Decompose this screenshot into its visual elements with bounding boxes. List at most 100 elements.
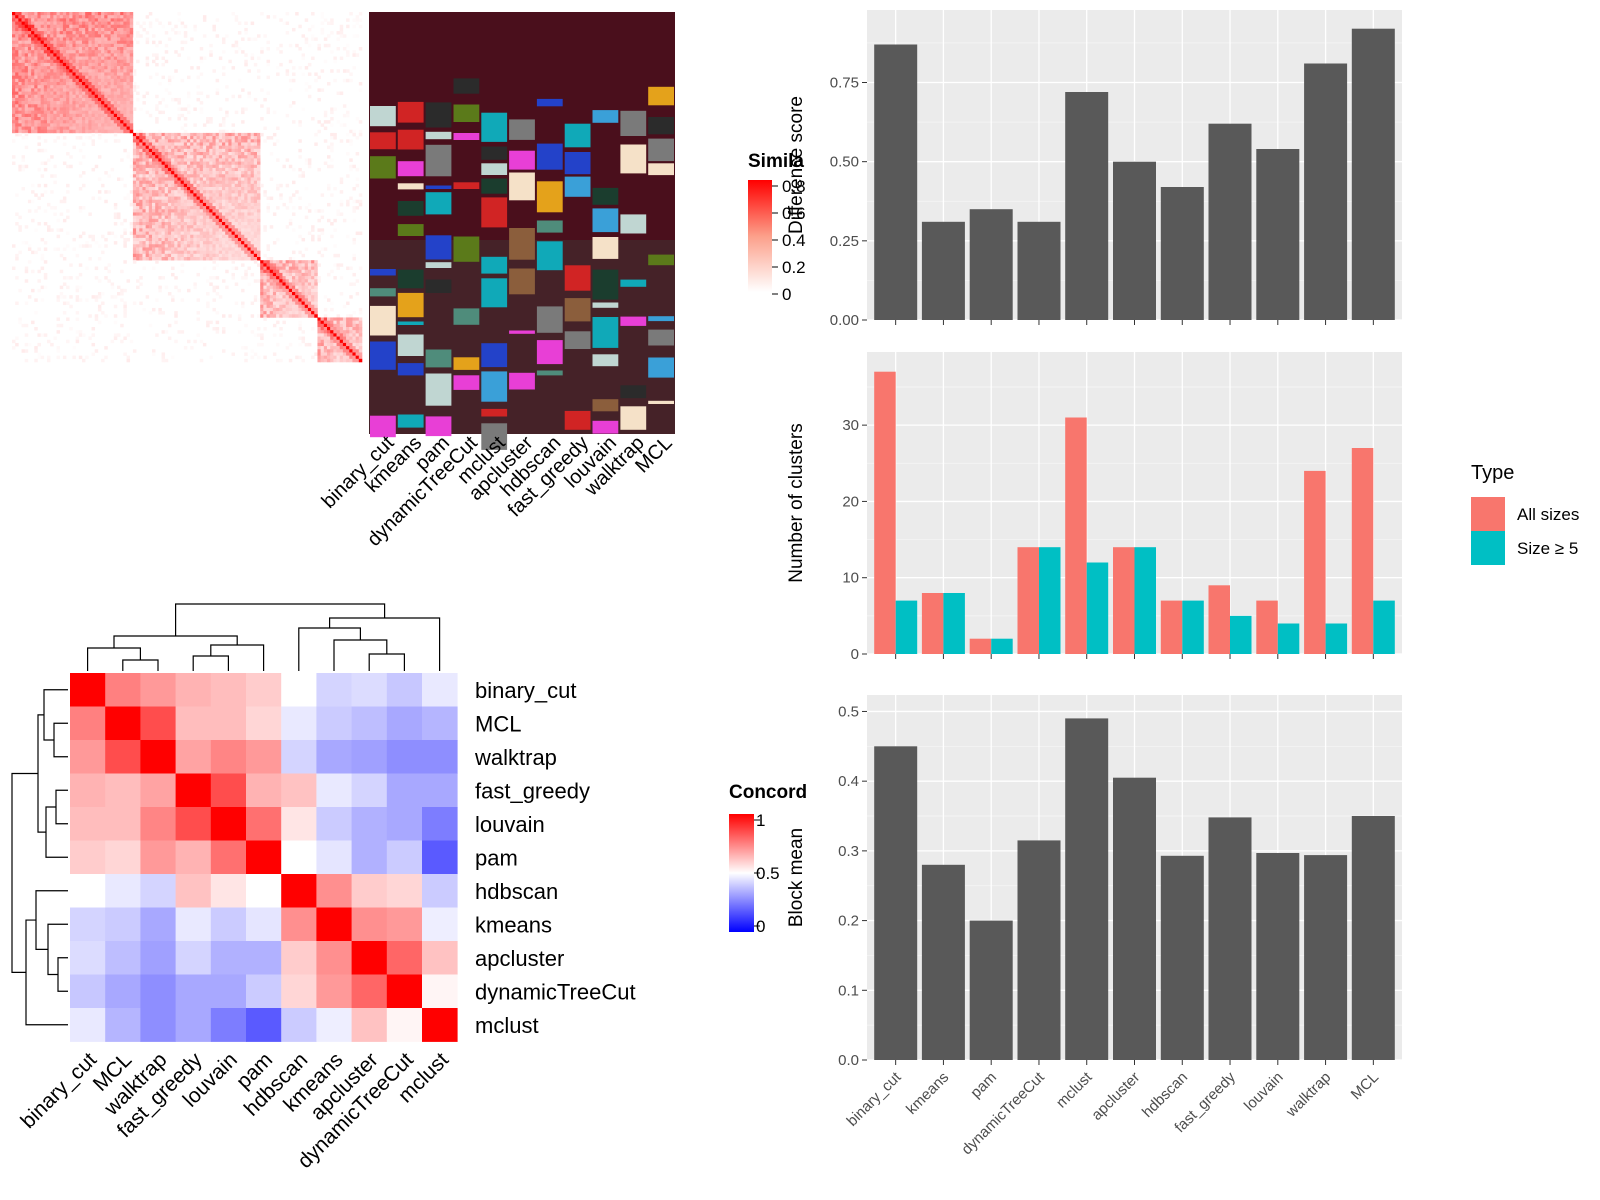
similarity-cell <box>31 24 35 29</box>
similarity-cell <box>164 237 169 242</box>
similarity-cell <box>311 295 315 299</box>
similarity-cell <box>43 333 48 337</box>
similarity-cell <box>352 358 356 363</box>
similarity-cell <box>21 15 26 19</box>
similarity-cell <box>161 161 166 166</box>
similarity-cell <box>123 85 127 89</box>
similarity-cell <box>177 237 181 242</box>
similarity-cell <box>78 78 83 83</box>
similarity-cell <box>152 145 156 150</box>
similarity-cell <box>75 40 80 45</box>
similarity-cell <box>123 301 127 306</box>
similarity-cell <box>352 311 356 315</box>
similarity-cell <box>107 15 111 19</box>
similarity-cell <box>148 196 153 201</box>
similarity-cell <box>352 18 356 22</box>
similarity-cell <box>266 247 271 251</box>
similarity-cell <box>187 152 191 156</box>
similarity-cell <box>212 136 216 140</box>
similarity-cell <box>40 266 45 271</box>
similarity-cell <box>187 339 191 344</box>
similarity-cell <box>244 139 248 143</box>
similarity-cell <box>85 94 89 99</box>
similarity-cell <box>129 66 134 70</box>
similarity-cell <box>320 253 325 258</box>
similarity-cell <box>260 304 264 309</box>
similarity-cell <box>206 136 210 140</box>
similarity-cell <box>72 129 76 134</box>
similarity-cell <box>174 196 178 201</box>
similarity-cell <box>218 196 223 201</box>
similarity-cell <box>218 206 223 210</box>
similarity-cell <box>136 161 140 166</box>
similarity-cell <box>276 358 280 363</box>
similarity-cell <box>228 212 232 216</box>
similarity-cell <box>228 199 232 204</box>
similarity-cell <box>15 34 19 38</box>
similarity-cell <box>314 78 318 83</box>
similarity-cell <box>167 21 172 26</box>
similarity-cell <box>180 174 185 178</box>
similarity-cell <box>117 292 121 296</box>
similarity-cell <box>174 250 178 255</box>
similarity-cell <box>94 97 99 102</box>
similarity-cell <box>129 123 134 127</box>
similarity-cell <box>27 40 32 45</box>
similarity-cell <box>101 15 105 19</box>
similarity-cell <box>82 66 86 70</box>
similarity-cell <box>50 43 54 48</box>
similarity-cell <box>206 161 210 166</box>
similarity-cell <box>336 333 341 337</box>
similarity-cell <box>53 50 57 54</box>
similarity-cell <box>171 139 175 143</box>
similarity-cell <box>241 288 245 293</box>
similarity-cell <box>69 91 73 96</box>
similarity-cell <box>158 132 162 137</box>
similarity-cell <box>24 40 29 45</box>
similarity-cell <box>126 31 131 35</box>
similarity-cell <box>113 132 118 137</box>
similarity-cell <box>53 97 57 102</box>
similarity-cell <box>266 304 271 309</box>
similarity-cell <box>183 180 188 185</box>
similarity-cell <box>349 349 353 353</box>
concordance-cell <box>351 740 388 774</box>
similarity-cell <box>244 228 248 232</box>
dendrogram-branch <box>210 644 265 671</box>
similarity-cell <box>40 333 45 337</box>
similarity-cell <box>139 190 143 194</box>
similarity-cell <box>320 88 325 92</box>
similarity-cell <box>75 21 80 26</box>
similarity-cell <box>250 272 255 277</box>
similarity-cell <box>167 171 172 175</box>
similarity-cell <box>241 301 245 306</box>
similarity-cell <box>352 187 356 191</box>
similarity-cell <box>231 260 236 264</box>
similarity-cell <box>94 314 99 318</box>
similarity-cell <box>34 75 38 80</box>
similarity-cell <box>199 222 204 226</box>
similarity-cell <box>145 145 150 150</box>
similarity-cell <box>222 183 226 188</box>
similarity-cell <box>288 272 293 277</box>
similarity-cell <box>107 12 111 16</box>
similarity-cell <box>187 218 191 223</box>
similarity-cell <box>78 123 83 127</box>
similarity-cell <box>206 202 210 207</box>
similarity-cell <box>269 269 274 274</box>
similarity-cell <box>12 129 16 134</box>
similarity-cell <box>218 129 223 134</box>
similarity-cell <box>15 56 19 61</box>
similarity-cell <box>126 69 131 73</box>
similarity-cell <box>34 358 38 363</box>
similarity-cell <box>180 177 185 181</box>
similarity-cell <box>18 82 22 86</box>
similarity-cell <box>94 295 99 299</box>
similarity-cell <box>59 62 64 67</box>
similarity-cell <box>31 56 35 61</box>
similarity-cell <box>56 228 61 232</box>
similarity-cell <box>298 196 302 201</box>
similarity-cell <box>107 40 111 45</box>
similarity-cell <box>101 37 105 41</box>
similarity-cell <box>43 47 48 51</box>
